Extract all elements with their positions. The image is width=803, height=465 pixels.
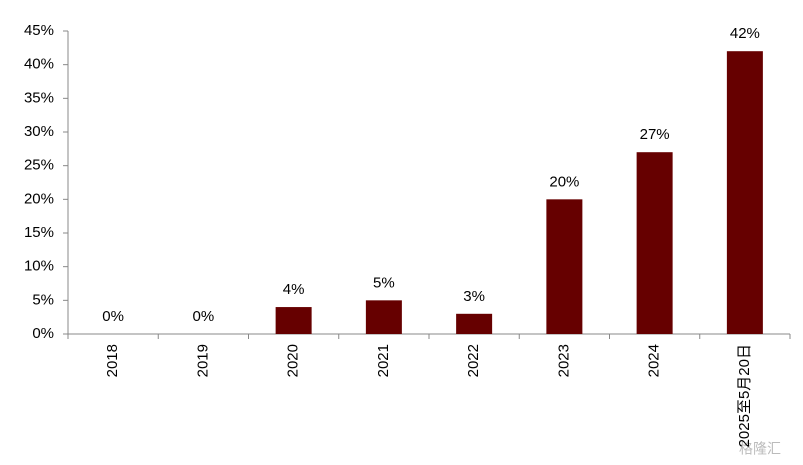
value-label: 42% xyxy=(730,25,760,42)
y-tick-label: 5% xyxy=(32,291,54,308)
y-tick-label: 0% xyxy=(32,325,54,342)
bar xyxy=(726,51,763,334)
value-label: 0% xyxy=(102,308,124,325)
x-tick-label: 2022 xyxy=(465,344,482,377)
x-tick-label: 2025至5月20日 xyxy=(736,344,753,447)
value-label: 3% xyxy=(463,288,485,305)
x-tick-label: 2023 xyxy=(555,344,572,377)
bar xyxy=(275,307,312,334)
value-label: 20% xyxy=(549,173,579,190)
x-tick-label: 2018 xyxy=(104,344,121,377)
value-label: 27% xyxy=(640,126,670,143)
y-tick-label: 10% xyxy=(24,258,54,275)
y-tick-label: 35% xyxy=(24,89,54,106)
x-tick-label: 2019 xyxy=(194,344,211,377)
y-tick-label: 45% xyxy=(24,22,54,39)
y-tick-label: 40% xyxy=(24,56,54,73)
value-label: 5% xyxy=(373,274,395,291)
y-tick-label: 20% xyxy=(24,190,54,207)
y-tick-label: 15% xyxy=(24,224,54,241)
value-label: 4% xyxy=(283,281,305,298)
y-tick-label: 30% xyxy=(24,123,54,140)
x-tick-label: 2020 xyxy=(285,344,302,377)
y-tick-label: 25% xyxy=(24,157,54,174)
bar xyxy=(456,313,493,334)
bar xyxy=(546,199,583,334)
bar xyxy=(636,152,673,334)
value-label: 0% xyxy=(193,308,215,325)
bar xyxy=(365,300,402,334)
x-tick-label: 2024 xyxy=(646,344,663,377)
x-tick-label: 2021 xyxy=(375,344,392,377)
watermark: 格隆汇 xyxy=(739,441,781,457)
